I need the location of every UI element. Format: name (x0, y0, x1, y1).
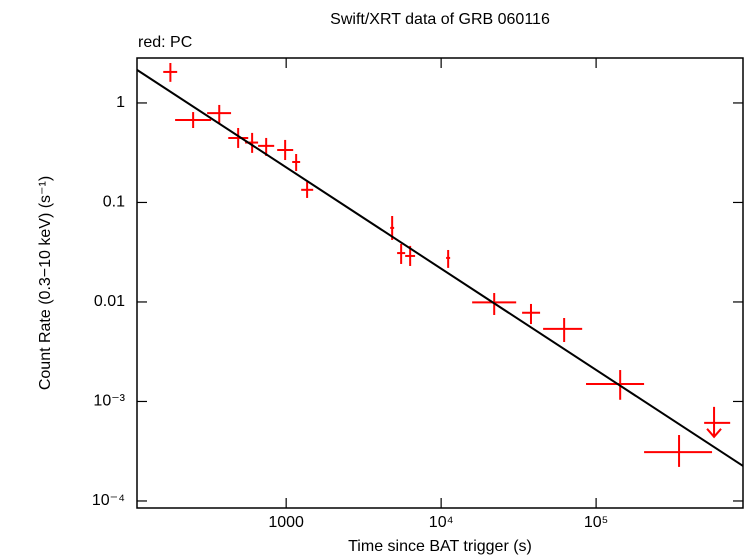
y-tick-label: 10⁻³ (93, 393, 125, 410)
y-tick-label: 0.1 (103, 194, 125, 211)
y-tick-label: 10⁻⁴ (92, 492, 125, 509)
chart-title: Swift/XRT data of GRB 060116 (330, 11, 550, 28)
x-axis-label: Time since BAT trigger (s) (348, 538, 532, 555)
y-tick-label: 1 (116, 94, 125, 111)
x-tick-label: 10⁵ (584, 514, 608, 531)
plot-frame (136, 57, 744, 509)
x-tick-label: 1000 (268, 514, 304, 531)
y-axis-label: Count Rate (0.3−10 keV) (s⁻¹) (37, 176, 54, 390)
x-tick-label: 10⁴ (429, 514, 454, 531)
y-tick-label: 0.01 (94, 293, 125, 310)
fit-line (136, 69, 744, 467)
chart-subtitle: red: PC (138, 34, 192, 51)
upper-limit-arrow (706, 406, 722, 439)
